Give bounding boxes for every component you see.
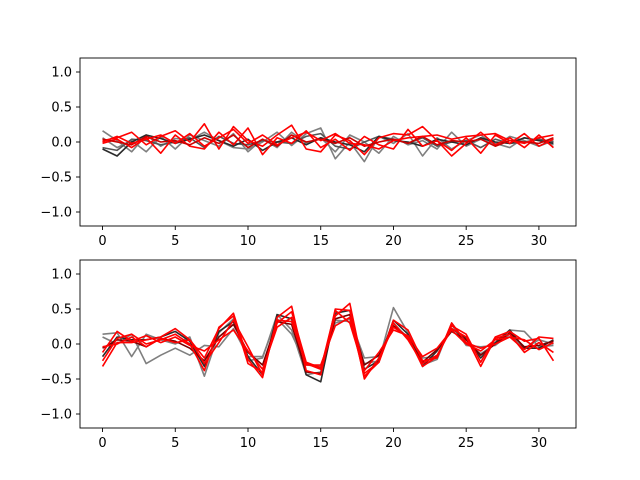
x-tick-label: 0 <box>98 436 106 451</box>
bottom-subplot: 0 5 10 15 20 25 30 −1.0 −0.5 0.0 0.5 1.0 <box>40 259 577 451</box>
x-tick-label: 0 <box>98 234 106 249</box>
top-subplot: 0 5 10 15 20 25 30 −1.0 −0.5 0.0 0.5 1.0 <box>40 57 577 249</box>
x-tick-label: 5 <box>171 436 179 451</box>
series-group <box>101 302 555 383</box>
y-tick-label: 0.5 <box>51 303 72 318</box>
x-tick-label: 30 <box>531 436 548 451</box>
x-tick-label: 10 <box>240 234 257 249</box>
y-tick-label: −1.0 <box>40 206 72 221</box>
x-tick-label: 25 <box>458 436 475 451</box>
y-tick-label: 0.0 <box>51 136 72 151</box>
y-tick-label: 0.0 <box>51 338 72 353</box>
y-tick-label: 1.0 <box>51 268 72 283</box>
series-line-5 <box>102 127 554 156</box>
series-group <box>102 123 554 163</box>
x-tick-label: 15 <box>312 234 329 249</box>
series-line-6 <box>101 309 554 372</box>
series-line-7 <box>102 128 554 150</box>
y-tick-label: −1.0 <box>40 408 72 423</box>
y-tick-label: 0.5 <box>51 101 72 116</box>
x-tick-label: 20 <box>385 436 402 451</box>
x-tick-label: 5 <box>171 234 179 249</box>
x-tick-label: 20 <box>385 234 402 249</box>
y-tick-label: −0.5 <box>40 373 72 388</box>
y-tick-label: −0.5 <box>40 171 72 186</box>
x-tick-label: 25 <box>458 234 475 249</box>
x-tick-label: 30 <box>531 234 548 249</box>
series-line-7 <box>102 316 554 378</box>
y-tick-label: 1.0 <box>51 66 72 81</box>
x-tick-label: 10 <box>240 436 257 451</box>
x-tick-label: 15 <box>312 436 329 451</box>
